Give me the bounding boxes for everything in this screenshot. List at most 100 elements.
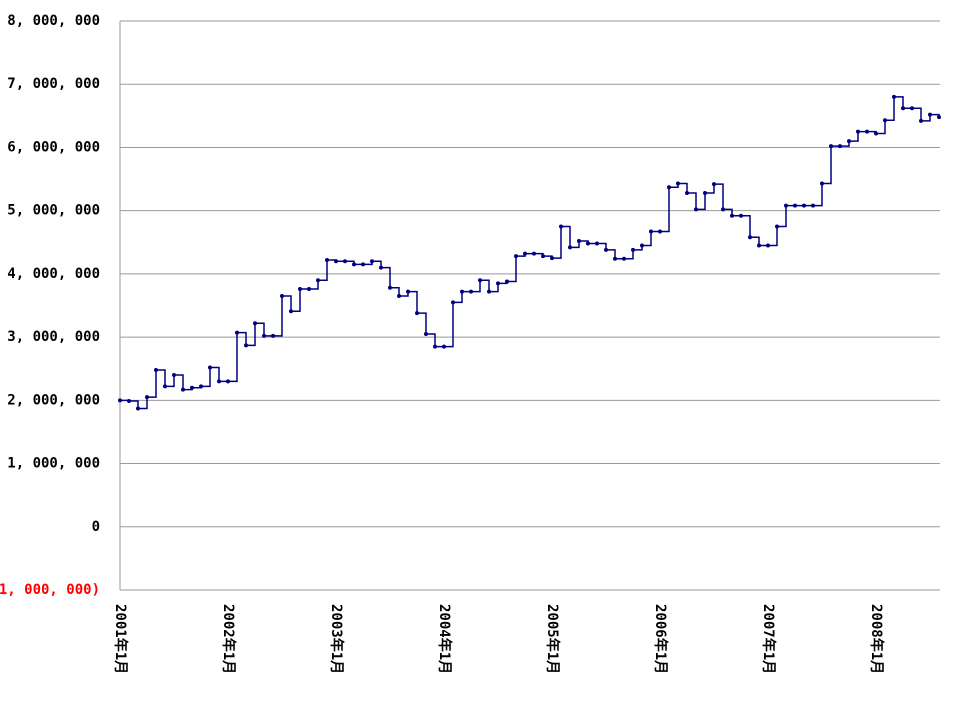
data-point [568, 245, 572, 250]
y-tick-label: 3, 000, 000 [7, 329, 100, 345]
data-point [181, 387, 185, 392]
data-point [370, 259, 374, 264]
data-point [505, 279, 509, 284]
data-point [586, 241, 590, 246]
data-point [901, 106, 905, 111]
data-point [397, 294, 401, 299]
x-tick-label: 2003年1月 [328, 604, 345, 674]
data-point [163, 384, 167, 389]
data-point [694, 207, 698, 212]
data-point [352, 262, 356, 267]
data-point [253, 321, 257, 326]
data-point [541, 254, 545, 259]
data-point [244, 343, 248, 348]
x-tick-label: 2007年1月 [760, 604, 777, 674]
y-tick-label: 8, 000, 000 [7, 13, 100, 29]
data-point [226, 379, 230, 384]
data-point [208, 365, 212, 370]
data-point [325, 257, 329, 262]
data-point [136, 406, 140, 411]
data-point [919, 118, 923, 123]
data-point [271, 333, 275, 338]
data-point [739, 213, 743, 218]
data-point [334, 259, 338, 264]
data-point [721, 207, 725, 212]
data-point [937, 115, 941, 120]
data-point [235, 330, 239, 335]
data-point [874, 131, 878, 136]
data-point [280, 294, 284, 299]
data-point [298, 287, 302, 292]
x-tick-label: 2002年1月 [220, 604, 237, 674]
data-point [496, 281, 500, 286]
y-tick-label: 2, 000, 000 [7, 392, 100, 408]
y-tick-label: 6, 000, 000 [7, 139, 100, 155]
x-tick-label: 2006年1月 [652, 604, 669, 674]
data-point [910, 106, 914, 111]
data-point [433, 344, 437, 349]
data-point [361, 262, 365, 267]
data-point [550, 256, 554, 261]
data-point [766, 243, 770, 248]
data-point [532, 251, 536, 256]
x-tick-label: 2004年1月 [436, 604, 453, 674]
data-point [802, 203, 806, 208]
data-point [451, 300, 455, 305]
data-point [865, 129, 869, 134]
data-point [622, 256, 626, 261]
data-point [307, 287, 311, 292]
data-point [559, 224, 563, 229]
data-point [379, 265, 383, 270]
data-point [487, 289, 491, 294]
data-point [577, 239, 581, 244]
data-point [595, 241, 599, 246]
data-point [748, 235, 752, 240]
data-point [289, 309, 293, 314]
data-point [127, 398, 131, 403]
data-point [838, 144, 842, 149]
data-point [523, 251, 527, 256]
data-point [469, 289, 473, 294]
data-point [883, 118, 887, 123]
data-point [658, 229, 662, 234]
data-point [829, 144, 833, 149]
data-point [343, 259, 347, 264]
x-tick-label: 2001年1月 [112, 604, 129, 674]
data-point [640, 243, 644, 248]
data-point [415, 311, 419, 316]
data-point [406, 289, 410, 294]
data-point [460, 289, 464, 294]
data-point [145, 395, 149, 400]
data-point [262, 333, 266, 338]
y-tick-label: 4, 000, 000 [7, 266, 100, 282]
data-point [154, 367, 158, 372]
x-tick-label: 2005年1月 [544, 604, 561, 674]
data-point [892, 94, 896, 99]
data-point [217, 379, 221, 384]
data-point [757, 243, 761, 248]
y-tick-label: (1, 000, 000) [0, 582, 100, 598]
data-point [649, 229, 653, 234]
data-point [856, 129, 860, 134]
data-point [388, 285, 392, 290]
data-point [604, 247, 608, 252]
data-point [676, 181, 680, 186]
data-point [784, 203, 788, 208]
data-point [928, 112, 932, 117]
y-tick-label: 7, 000, 000 [7, 76, 100, 92]
data-point [172, 373, 176, 378]
x-tick-label: 2008年1月 [868, 604, 885, 674]
data-point [793, 203, 797, 208]
data-point [811, 203, 815, 208]
y-tick-label: 0 [92, 519, 100, 535]
data-point [667, 185, 671, 190]
data-point [478, 278, 482, 283]
y-tick-label: 1, 000, 000 [7, 456, 100, 472]
data-point [613, 256, 617, 261]
data-point [703, 190, 707, 195]
data-point [631, 247, 635, 252]
data-point [316, 278, 320, 283]
data-point [118, 398, 122, 403]
